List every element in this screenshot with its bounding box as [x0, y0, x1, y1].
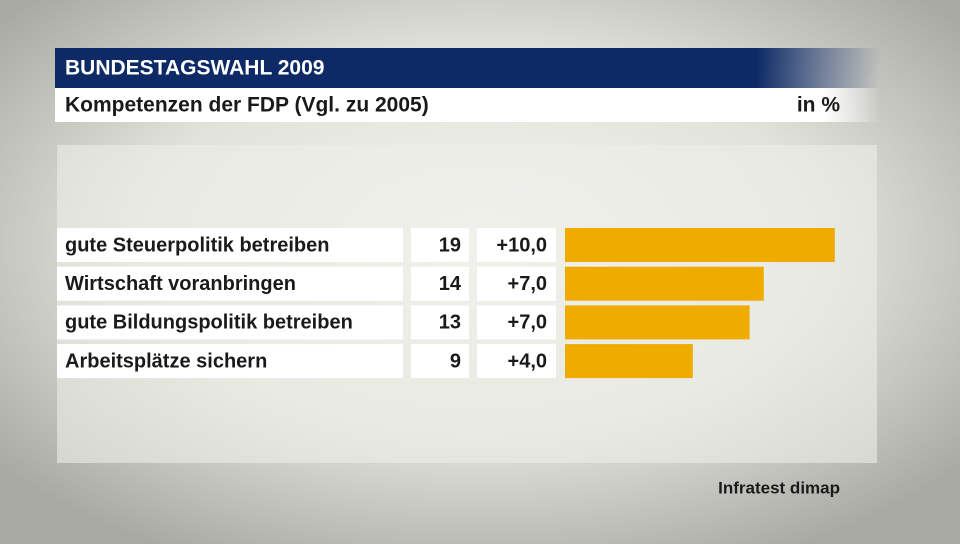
bar — [565, 344, 693, 379]
category-label: Arbeitsplätze sichern — [65, 350, 267, 372]
label-cell — [57, 228, 403, 262]
bar — [565, 305, 750, 340]
value-label: 14 — [439, 273, 462, 295]
change-cell — [477, 305, 556, 340]
change-cell — [477, 344, 556, 379]
category-label: gute Steuerpolitik betreiben — [65, 234, 329, 256]
header: BUNDESTAGSWAHL 2009 — [65, 57, 324, 80]
bar — [565, 266, 764, 301]
value-cell — [411, 305, 469, 340]
value-cell — [411, 344, 469, 379]
bar — [565, 228, 835, 262]
unit: in % — [797, 94, 840, 117]
header-band — [55, 48, 880, 88]
value-cell — [411, 266, 469, 301]
label-cell — [57, 266, 403, 301]
label-cell — [57, 305, 403, 340]
label-cell — [57, 344, 403, 379]
category-label: gute Bildungspolitik betreiben — [65, 312, 353, 334]
source: Infratest dimap — [718, 478, 840, 497]
value-label: 9 — [450, 350, 461, 372]
change-label: +7,0 — [508, 312, 547, 334]
panel — [57, 145, 877, 463]
change-label: +7,0 — [508, 273, 547, 295]
value-label: 19 — [439, 234, 461, 256]
title-band — [55, 88, 880, 122]
category-label: Wirtschaft voranbringen — [65, 273, 296, 295]
change-label: +10,0 — [496, 234, 547, 256]
chart-title: Kompetenzen der FDP (Vgl. zu 2005) — [65, 94, 429, 117]
value-label: 13 — [439, 312, 461, 334]
change-label: +4,0 — [508, 350, 547, 372]
change-cell — [477, 266, 556, 301]
change-cell — [477, 228, 556, 262]
value-cell — [411, 228, 469, 262]
